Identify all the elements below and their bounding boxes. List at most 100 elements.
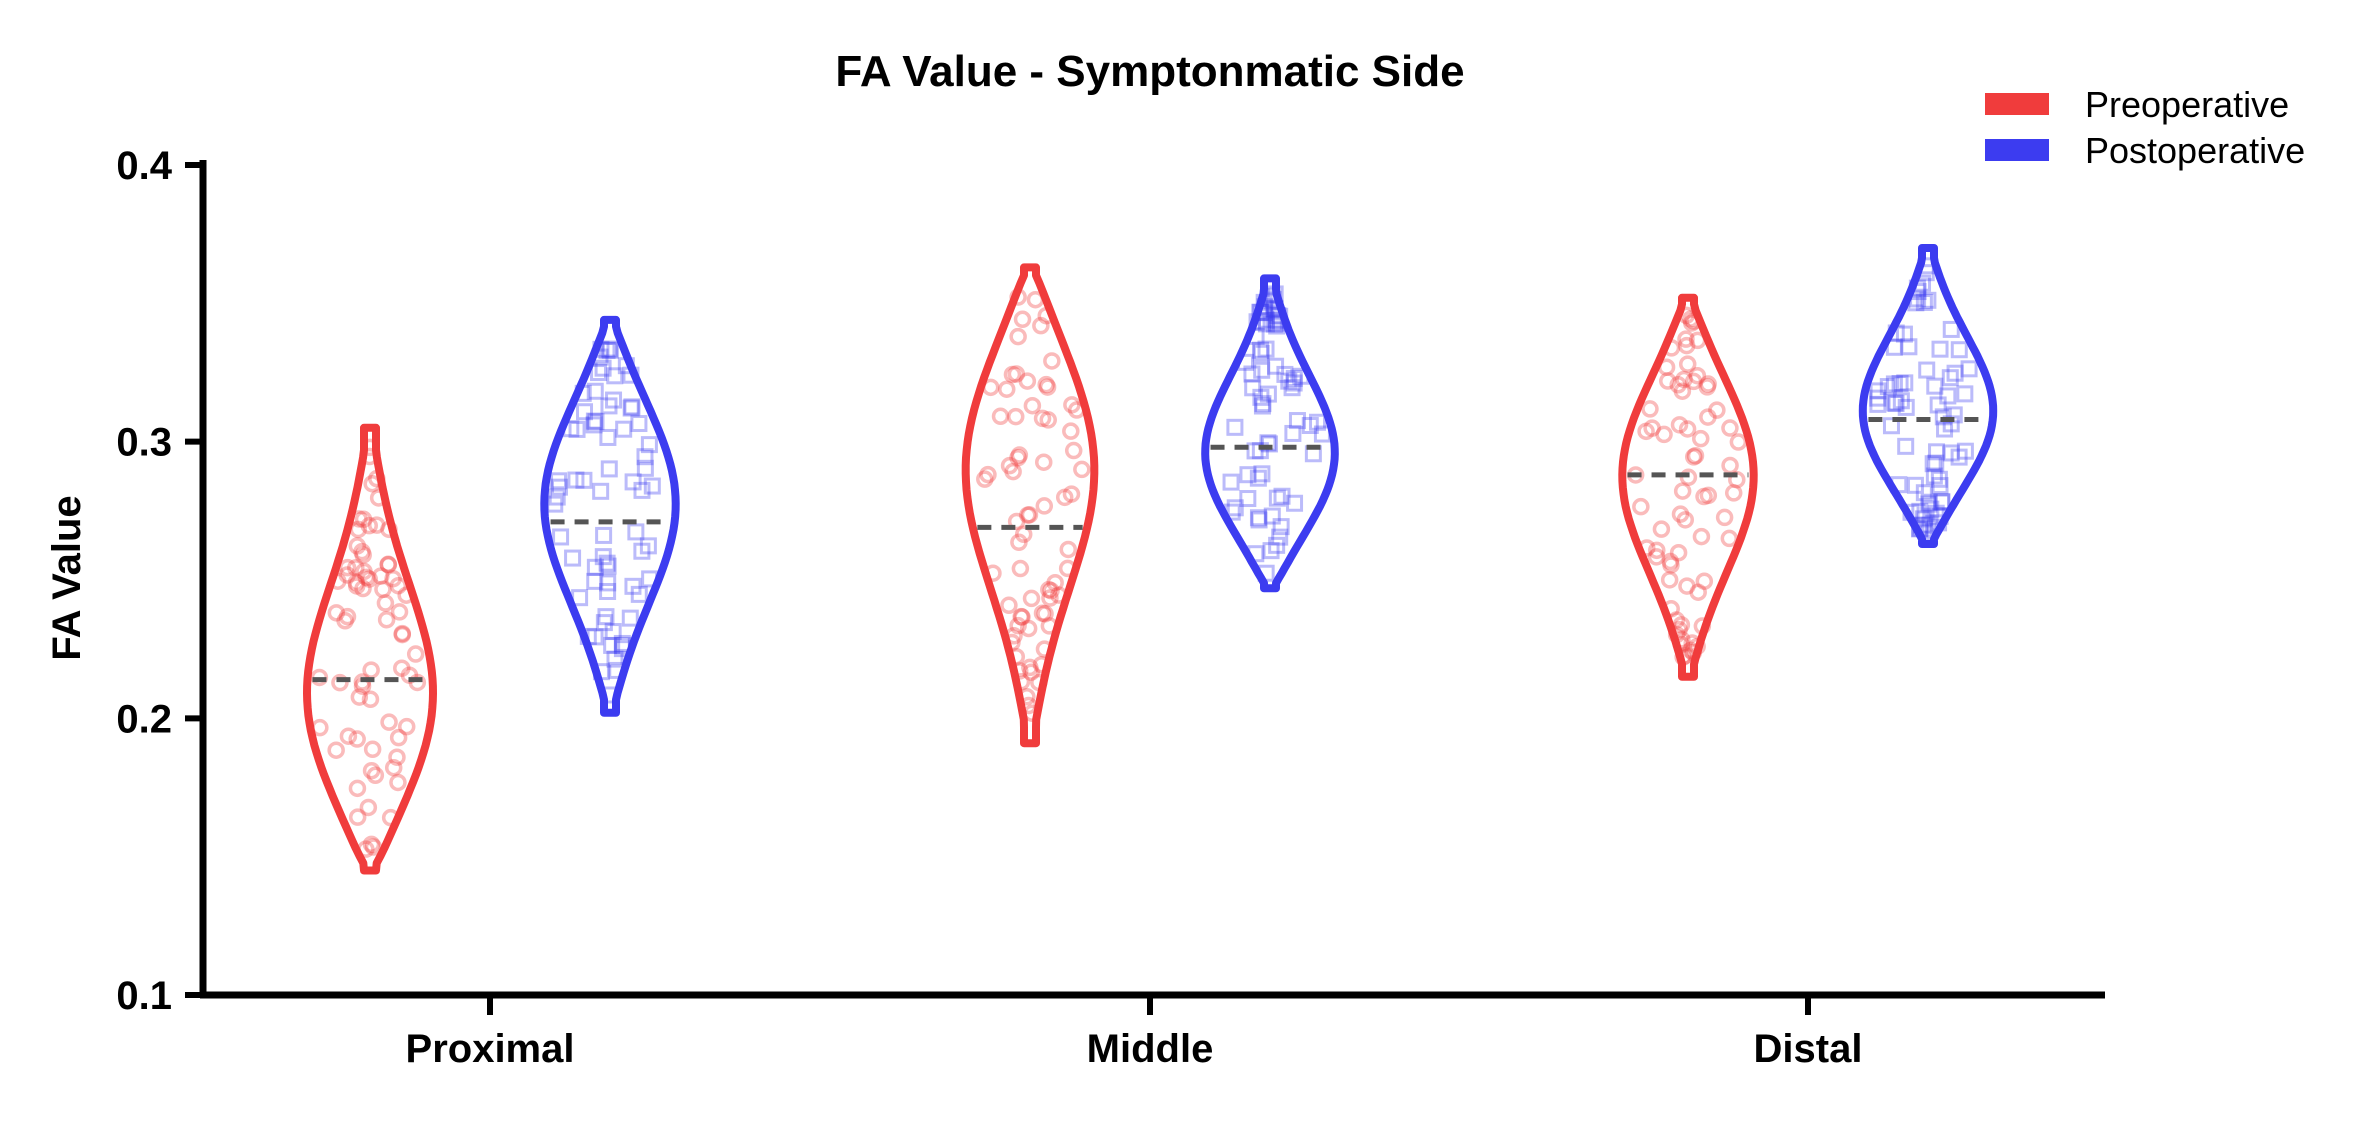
data-point bbox=[1892, 392, 1910, 410]
y-tick-label: 0.3 bbox=[116, 421, 172, 465]
data-point bbox=[1669, 543, 1688, 562]
data-point bbox=[1022, 663, 1040, 681]
data-point bbox=[1037, 375, 1055, 394]
data-point bbox=[630, 585, 648, 603]
legend-label: Postoperative bbox=[2085, 130, 2305, 171]
data-point bbox=[1035, 497, 1054, 515]
data-point bbox=[598, 554, 616, 572]
data-point bbox=[1033, 604, 1052, 622]
data-point bbox=[1684, 372, 1703, 391]
data-point bbox=[1000, 456, 1019, 475]
data-point bbox=[1009, 616, 1027, 635]
data-point bbox=[362, 661, 380, 679]
data-point bbox=[639, 537, 657, 555]
data-point bbox=[1915, 484, 1933, 502]
data-point bbox=[1942, 320, 1960, 338]
data-point bbox=[595, 614, 613, 632]
data-point bbox=[1699, 408, 1717, 426]
data-point bbox=[1924, 455, 1942, 473]
violin-outline bbox=[1858, 244, 1998, 548]
data-point bbox=[1879, 378, 1897, 396]
data-point bbox=[1250, 511, 1268, 529]
data-point bbox=[1643, 419, 1661, 437]
data-point bbox=[595, 526, 613, 544]
data-point bbox=[640, 436, 658, 454]
data-point bbox=[1059, 540, 1078, 559]
data-point bbox=[1246, 442, 1264, 460]
data-point bbox=[1660, 571, 1679, 589]
data-point bbox=[592, 482, 610, 500]
data-point bbox=[1239, 490, 1257, 508]
data-point bbox=[1038, 378, 1057, 396]
data-point bbox=[347, 559, 365, 577]
data-point bbox=[376, 594, 395, 612]
data-point bbox=[350, 688, 369, 706]
data-point bbox=[379, 556, 398, 574]
data-point bbox=[1922, 500, 1940, 518]
data-point bbox=[1285, 374, 1303, 392]
data-point bbox=[1648, 541, 1666, 560]
data-point bbox=[1249, 509, 1267, 527]
data-point bbox=[1268, 489, 1286, 507]
y-axis-title: FA Value bbox=[45, 495, 89, 660]
data-point bbox=[1669, 376, 1687, 394]
data-point bbox=[550, 472, 568, 490]
data-point bbox=[1897, 398, 1915, 416]
data-point bbox=[1023, 396, 1042, 415]
data-point bbox=[1010, 446, 1029, 464]
data-point bbox=[348, 577, 366, 595]
data-point bbox=[1869, 395, 1887, 413]
data-point bbox=[354, 546, 372, 564]
data-point bbox=[976, 470, 994, 488]
data-point bbox=[1886, 394, 1904, 412]
data-point bbox=[1063, 396, 1081, 414]
data-point bbox=[1678, 577, 1696, 595]
x-ticks: Proximal Middle Distal bbox=[406, 995, 1862, 1071]
data-point bbox=[585, 412, 603, 430]
data-point bbox=[575, 471, 593, 489]
data-point bbox=[339, 727, 358, 745]
data-point bbox=[623, 398, 641, 416]
data-point bbox=[374, 580, 392, 599]
data-point bbox=[599, 428, 617, 446]
data-point bbox=[599, 557, 617, 575]
data-point bbox=[1946, 364, 1964, 382]
violin-proximal-postoperative bbox=[540, 315, 680, 717]
data-point bbox=[388, 748, 406, 766]
data-point bbox=[1721, 456, 1739, 475]
data-point bbox=[1691, 429, 1710, 448]
data-point bbox=[586, 572, 604, 590]
data-point bbox=[1927, 454, 1945, 472]
data-point bbox=[636, 448, 654, 466]
data-point bbox=[1647, 548, 1666, 566]
y-ticks: 0.1 0.2 0.3 0.4 bbox=[116, 144, 203, 1018]
data-point bbox=[1032, 316, 1050, 335]
data-point bbox=[1262, 542, 1280, 560]
data-point bbox=[1272, 518, 1290, 536]
data-point bbox=[372, 567, 390, 585]
data-point bbox=[630, 415, 648, 433]
data-point bbox=[393, 624, 412, 643]
data-point bbox=[1009, 448, 1027, 467]
data-point bbox=[1018, 372, 1037, 390]
data-point bbox=[1239, 466, 1257, 484]
data-point bbox=[397, 717, 416, 736]
data-point bbox=[1673, 382, 1692, 400]
data-point bbox=[1670, 416, 1689, 434]
data-point bbox=[1672, 616, 1691, 634]
data-point bbox=[360, 516, 378, 535]
data-point bbox=[1009, 327, 1027, 346]
data-point bbox=[1882, 417, 1900, 435]
data-point bbox=[1249, 469, 1267, 487]
data-point bbox=[348, 808, 367, 826]
data-point bbox=[1695, 487, 1713, 506]
data-point bbox=[1897, 437, 1915, 455]
data-point bbox=[1941, 369, 1959, 387]
data-point bbox=[1676, 511, 1695, 529]
chart-title: FA Value - Symptonmatic Side bbox=[835, 47, 1464, 96]
data-point bbox=[636, 459, 654, 477]
data-point bbox=[622, 399, 640, 417]
data-point bbox=[621, 609, 639, 627]
data-point bbox=[599, 574, 617, 592]
data-point bbox=[548, 488, 566, 506]
